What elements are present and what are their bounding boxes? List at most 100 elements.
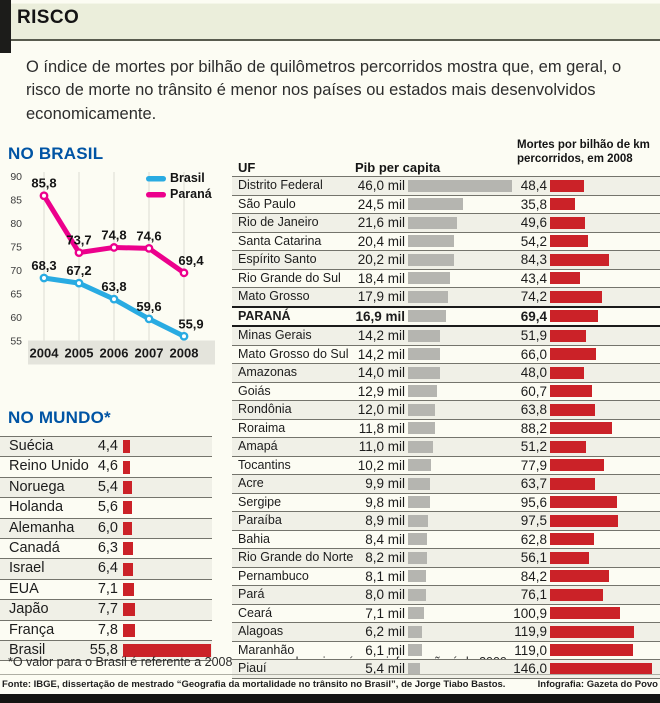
pib-value: 9,9 mil [365, 476, 405, 491]
country-label: Canadá [9, 539, 60, 556]
pib-bar [408, 290, 449, 303]
x-tick-label: 2006 [100, 346, 129, 361]
mundo-section-title: NO MUNDO* [8, 408, 111, 427]
country-value: 5,4 [97, 478, 118, 495]
table-row: Mato Grosso do Sul 14,2 mil 66,0 [232, 344, 660, 364]
pib-bar [408, 588, 427, 601]
pib-value: 12,9 mil [357, 383, 405, 399]
pib-value: 12,0 mil [357, 402, 405, 417]
table-row: Tocantins 10,2 mil 77,9 [232, 455, 660, 475]
world-table-row: Canadá 6,3 [0, 537, 212, 558]
legend-label-paraná: Paraná [170, 187, 212, 201]
uf-label: Bahia [238, 531, 270, 546]
pib-bar [408, 329, 441, 342]
pib-bar [408, 310, 447, 323]
pib-value: 6,2 mil [365, 624, 405, 639]
brasil-section-title: NO BRASIL [8, 144, 104, 163]
mortes-bar [550, 403, 595, 416]
mortes-value: 63,7 [520, 476, 547, 491]
uf-label: São Paulo [238, 196, 296, 211]
mortes-bar [550, 290, 602, 303]
world-table-row: França 7,8 [0, 619, 212, 640]
country-value: 5,6 [97, 499, 118, 516]
uf-label: Amazonas [238, 365, 298, 379]
data-point [144, 243, 154, 253]
mortes-value: 51,9 [520, 328, 547, 343]
value-bar [123, 562, 134, 576]
value-bar [123, 460, 131, 474]
y-tick-label: 65 [10, 289, 22, 301]
data-point [109, 243, 119, 252]
world-table-row: Holanda 5,6 [0, 497, 212, 517]
table-row: Minas Gerais 14,2 mil 51,9 [232, 327, 660, 345]
table-row: Alagoas 6,2 mil 119,9 [232, 622, 660, 641]
data-point [39, 273, 49, 283]
legend-label-brasil: Brasil [170, 171, 205, 185]
world-table-row: Suécia 4,4 [0, 436, 212, 457]
source-text: Fonte: IBGE, dissertação de mestrado “Ge… [2, 679, 506, 690]
pib-bar [408, 385, 438, 398]
mortes-column-header: Mortes por bilhão de km percorridos, em … [517, 139, 650, 166]
table-row: São Paulo 24,5 mil 35,8 [232, 194, 660, 214]
world-table-row: Israel 6,4 [0, 558, 212, 579]
country-label: Japão [9, 601, 49, 618]
mortes-value: 48,0 [520, 365, 547, 380]
table-row: Distrito Federal 46,0 mil 48,4 [232, 176, 660, 195]
table-row: Rio de Janeiro 21,6 mil 49,6 [232, 213, 660, 232]
pib-bar [408, 253, 454, 266]
country-value: 6,4 [97, 560, 118, 577]
uf-label: Espírito Santo [238, 252, 317, 266]
mortes-value: 88,2 [520, 420, 547, 436]
data-label: 68,3 [31, 258, 56, 273]
table-row: Acre 9,9 mil 63,7 [232, 474, 660, 493]
mortes-bar [550, 366, 584, 379]
mortes-bar [550, 644, 634, 657]
world-table-row: Brasil 55,8 [0, 639, 212, 661]
pib-value: 20,4 mil [357, 233, 405, 249]
value-bar [123, 440, 130, 454]
header-band [11, 3, 660, 41]
uf-label: Roraima [238, 420, 286, 435]
mortes-bar [550, 570, 609, 583]
mortes-value: 84,2 [520, 568, 547, 584]
mortes-value: 84,3 [520, 252, 547, 267]
mortes-value: 51,2 [520, 439, 547, 454]
mortes-bar [550, 477, 595, 490]
mortes-value: 119,0 [514, 642, 547, 658]
data-point [74, 278, 84, 288]
country-label: Israel [9, 560, 45, 577]
mortes-bar [550, 607, 621, 620]
page-title: RISCO [17, 7, 80, 28]
uf-label: Paraíba [238, 513, 282, 527]
mortes-bar [550, 216, 585, 229]
value-bar [123, 521, 133, 535]
uf-label: Rio Grande do Sul [238, 270, 341, 285]
pib-value: 8,1 mil [365, 568, 405, 584]
x-tick-label: 2007 [135, 346, 164, 361]
pib-bar [408, 662, 421, 675]
y-tick-label: 70 [10, 265, 22, 277]
country-value: 7,7 [97, 601, 118, 618]
data-label: 74,8 [101, 227, 126, 242]
pib-bar [408, 179, 512, 192]
table-row: Pará 8,0 mil 76,1 [232, 585, 660, 604]
x-tick-label: 2004 [30, 346, 60, 361]
pib-value: 8,4 mil [365, 531, 405, 547]
x-tick-label: 2008 [170, 346, 199, 361]
pib-bar [408, 644, 422, 657]
x-axis-band [28, 340, 215, 365]
table-row: Mato Grosso 17,9 mil 74,2 [232, 287, 660, 306]
pib-value: 16,9 mil [355, 308, 405, 324]
pib-bar [408, 607, 425, 620]
mortes-bar [550, 625, 634, 638]
pib-value: 8,0 mil [365, 587, 405, 602]
uf-label: Maranhão [238, 642, 295, 657]
intro-text: O índice de mortes por bilhão de quilôme… [26, 58, 622, 123]
table-row: Paraíba 8,9 mil 97,5 [232, 511, 660, 530]
pib-bar [408, 440, 433, 453]
value-bar [123, 582, 135, 596]
mortes-bar [550, 198, 575, 211]
country-label: Holanda [9, 499, 64, 516]
uf-label: Mato Grosso [238, 289, 310, 303]
uf-label: Sergipe [238, 494, 282, 509]
